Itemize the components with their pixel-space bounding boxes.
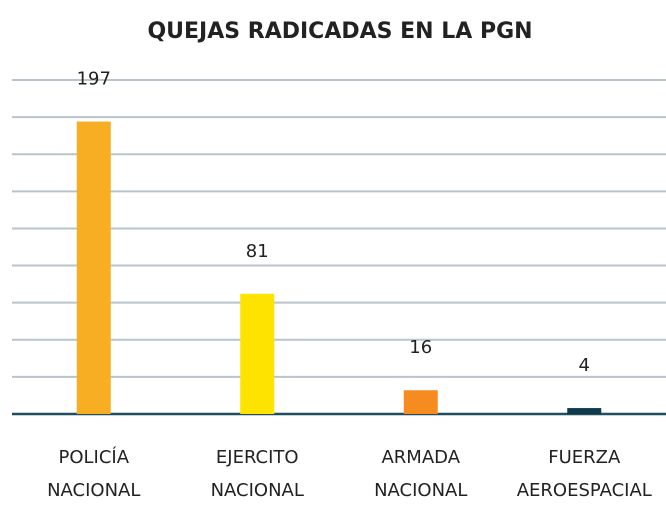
value-label: 197 [77,69,111,90]
value-label: 16 [409,337,432,358]
bar [240,293,275,414]
x-tick-label: EJERCITO NACIONAL [210,447,304,501]
value-label: 81 [246,241,269,262]
chart-title: QUEJAS RADICADAS EN LA PGN [147,19,532,44]
x-tick-label: ARMADA NACIONAL [374,447,468,501]
x-tick-label: POLICÍA NACIONAL [47,447,141,501]
bar [567,408,602,414]
x-tick-label: FUERZA AEROESPACIAL [516,447,652,501]
bar [76,121,111,414]
bar [403,390,438,414]
value-label: 4 [579,355,590,376]
